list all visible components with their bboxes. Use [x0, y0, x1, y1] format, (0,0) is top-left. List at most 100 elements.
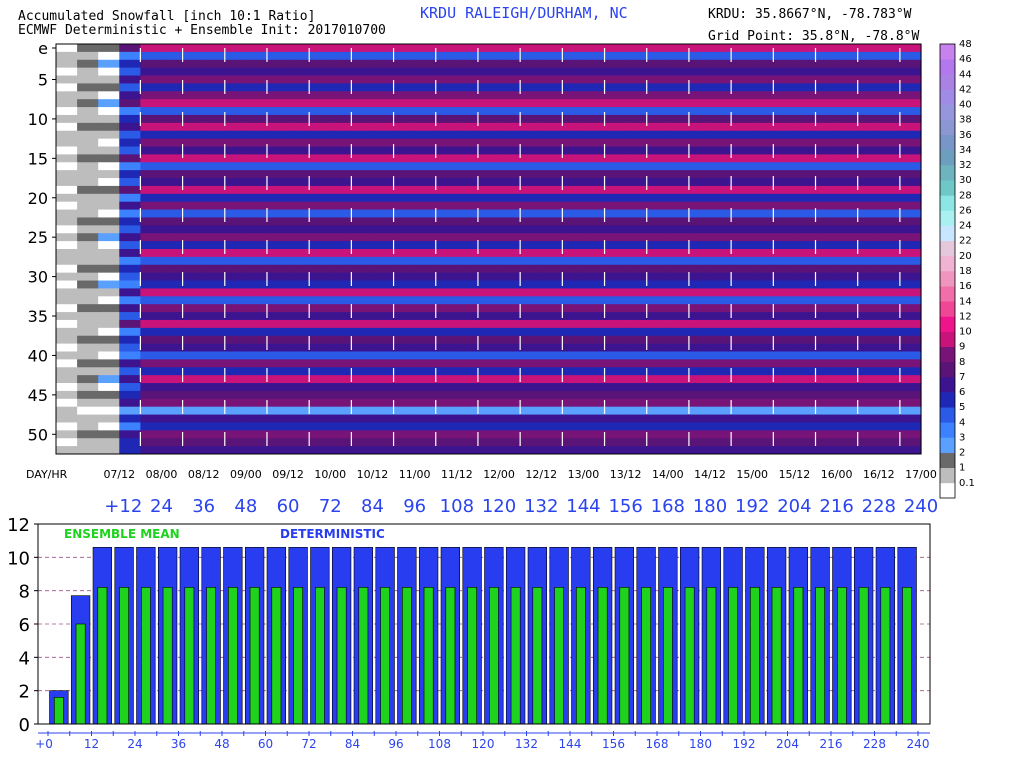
- heatmap-cell: [794, 256, 817, 266]
- heatmap-cell: [77, 256, 99, 266]
- heatmap-cell: [203, 51, 226, 61]
- heatmap-cell: [836, 359, 859, 368]
- heatmap-cell: [794, 130, 817, 140]
- heatmap-cell: [815, 296, 838, 305]
- heatmap-cell: [878, 288, 901, 297]
- heatmap-cell: [710, 312, 732, 321]
- heatmap-cell: [752, 249, 774, 258]
- heatmap-cell: [710, 241, 732, 250]
- heatmap-cell: [688, 296, 711, 305]
- heatmap-cell: [435, 312, 458, 321]
- heatmap-cell: [119, 351, 141, 360]
- heatmap-cell: [815, 319, 838, 329]
- heatmap-cell: [583, 367, 606, 376]
- heatmap-cell: [710, 327, 732, 337]
- heatmap-cell: [56, 264, 78, 274]
- heatmap-cell: [541, 91, 563, 100]
- heatmap-cell: [414, 146, 437, 155]
- heatmap-cell: [878, 304, 901, 313]
- heatmap-cell: [899, 280, 922, 289]
- heatmap-cell: [646, 438, 669, 447]
- heatmap-cell: [710, 59, 732, 69]
- heatmap-cell: [773, 249, 796, 258]
- heatmap-cell: [499, 312, 521, 321]
- heatmap-cell: [899, 351, 922, 360]
- heatmap-cell: [224, 146, 247, 155]
- heatmap-cell: [435, 91, 458, 100]
- heatmap-cell: [288, 256, 310, 266]
- heatmap-cell: [119, 390, 141, 400]
- heatmap-cell: [330, 99, 352, 108]
- heatmap-cell: [836, 114, 859, 124]
- heatmap-y-tick-label: 10: [28, 110, 48, 129]
- heatmap-cell: [625, 351, 648, 360]
- heatmap-cell: [752, 107, 774, 116]
- heatmap-y-tick-label: 40: [28, 346, 48, 365]
- heatmap-cell: [372, 430, 395, 439]
- heatmap-cell: [836, 146, 859, 155]
- heatmap-cell: [752, 280, 774, 289]
- heatmap-cell: [562, 225, 585, 234]
- heatmap-cell: [857, 75, 880, 84]
- heatmap-cell: [98, 446, 120, 455]
- heatmap-cell: [752, 75, 774, 84]
- heatmap-cell: [625, 264, 648, 274]
- heatmap-cell: [330, 130, 352, 140]
- day-tick-label: 14/12: [694, 468, 726, 481]
- heatmap-cell: [562, 201, 585, 210]
- heatmap-cell: [477, 185, 500, 195]
- heatmap-cell: [878, 406, 901, 415]
- heatmap-cell: [98, 178, 120, 187]
- heatmap-cell: [625, 422, 648, 431]
- heatmap-cell: [56, 383, 78, 392]
- heatmap-cell: [646, 241, 669, 250]
- heatmap-cell: [266, 83, 289, 92]
- heatmap-cell: [309, 390, 331, 400]
- heatmap-cell: [224, 114, 247, 124]
- heatmap-cell: [688, 178, 711, 187]
- heatmap-cell: [710, 114, 732, 124]
- heatmap-cell: [836, 83, 859, 92]
- heatmap-cell: [477, 114, 500, 124]
- heatmap-cell: [499, 99, 521, 108]
- heatmap-cell: [604, 249, 627, 258]
- heatmap-cell: [245, 185, 268, 195]
- heatmap-cell: [520, 249, 542, 258]
- heatmap-cell: [203, 430, 226, 439]
- heatmap-cell: [583, 327, 606, 337]
- heatmap-cell: [878, 130, 901, 140]
- heatmap-cell: [161, 343, 184, 352]
- chart-title: Accumulated Snowfall [inch 10:1 Ratio]: [18, 9, 316, 24]
- heatmap-cell: [414, 217, 437, 226]
- heatmap-cell: [878, 264, 901, 274]
- heatmap-cell: [351, 414, 374, 423]
- heatmap-y-tick-label: e: [38, 39, 48, 58]
- heatmap-cell: [224, 91, 247, 100]
- heatmap-cell: [182, 138, 205, 147]
- heatmap-cell: [266, 343, 289, 352]
- heatmap-cell: [203, 422, 226, 431]
- ensemble-mean-bar: [445, 587, 456, 725]
- heatmap-cell: [815, 44, 838, 53]
- heatmap-cell: [752, 233, 774, 242]
- heatmap-cell: [161, 162, 184, 171]
- heatmap-cell: [414, 185, 437, 195]
- heatmap-cell: [836, 414, 859, 423]
- heatmap-cell: [794, 375, 817, 384]
- heatmap-cell: [456, 422, 479, 431]
- heatmap-cell: [520, 312, 542, 321]
- heatmap-cell: [815, 241, 838, 250]
- heatmap-cell: [646, 83, 669, 92]
- heatmap-cell: [520, 351, 542, 360]
- heatmap-cell: [435, 406, 458, 415]
- heatmap-cell: [773, 130, 796, 140]
- heatmap-cell: [815, 51, 838, 61]
- heatmap-cell: [351, 122, 374, 132]
- heatmap-cell: [309, 414, 331, 423]
- heatmap-cell: [372, 99, 395, 108]
- heatmap-cell: [182, 178, 205, 187]
- heatmap-cell: [667, 122, 690, 132]
- heatmap-cell: [372, 91, 395, 100]
- heatmap-cell: [562, 162, 585, 171]
- heatmap-cell: [330, 146, 352, 155]
